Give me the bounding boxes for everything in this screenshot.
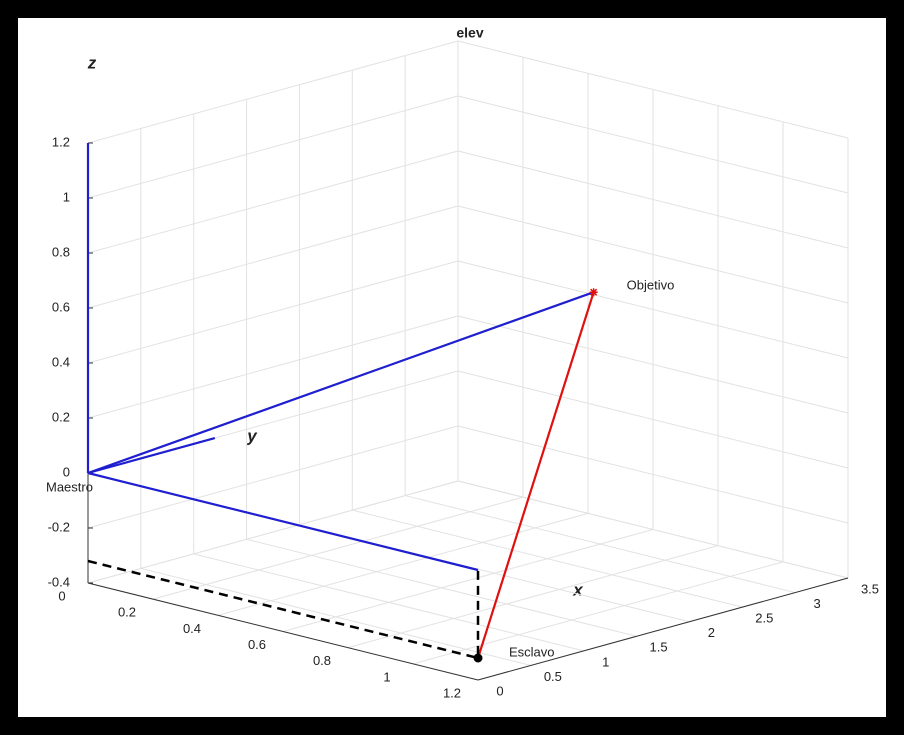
grid-line bbox=[457, 205, 849, 304]
grid-line bbox=[457, 150, 849, 249]
grid-line bbox=[152, 496, 524, 600]
grid-line bbox=[87, 425, 459, 529]
grid-line bbox=[347, 545, 719, 649]
z-tick-label: 0.4 bbox=[52, 354, 70, 369]
x-tick-label: 3 bbox=[814, 596, 821, 611]
point-marker bbox=[473, 653, 483, 663]
series-line bbox=[87, 436, 216, 475]
grid-line bbox=[87, 260, 459, 364]
x-tick-label: 0.5 bbox=[544, 669, 562, 684]
grid-line bbox=[217, 512, 589, 616]
axis-line bbox=[87, 582, 479, 681]
grid-line bbox=[87, 150, 459, 254]
grid-line bbox=[87, 480, 459, 584]
series-line bbox=[87, 471, 479, 572]
grid-line bbox=[457, 370, 849, 469]
y-tick-label: 1 bbox=[383, 669, 390, 684]
series-line bbox=[476, 291, 595, 659]
grid-line bbox=[87, 315, 459, 419]
x-tick-label: 2 bbox=[708, 625, 715, 640]
y-tick-label: 1.2 bbox=[443, 685, 461, 700]
grid-line bbox=[282, 529, 654, 632]
x-tick-label: 2.5 bbox=[755, 611, 773, 626]
grid-line bbox=[87, 40, 459, 144]
grid-line bbox=[457, 95, 849, 194]
y-tick-label: 0.4 bbox=[183, 621, 201, 636]
x-tick-label: 1 bbox=[602, 654, 609, 669]
z-tick-label: 0.8 bbox=[52, 244, 70, 259]
grid-line bbox=[412, 561, 784, 665]
grid-line bbox=[87, 205, 459, 309]
z-tick-label: -0.2 bbox=[48, 519, 70, 534]
x-tick-label: 1.5 bbox=[650, 640, 668, 655]
series-line bbox=[87, 291, 595, 475]
x-tick-label: 3.5 bbox=[861, 581, 879, 596]
y-tick-label: 0.2 bbox=[118, 605, 136, 620]
z-tick-label: -0.4 bbox=[48, 574, 70, 589]
z-tick-label: 0 bbox=[63, 464, 70, 479]
z-tick-label: 0.6 bbox=[52, 299, 70, 314]
grid-line bbox=[457, 480, 849, 579]
grid-line bbox=[457, 40, 849, 139]
axis-line bbox=[477, 577, 849, 681]
y-tick-label: 0.6 bbox=[248, 637, 266, 652]
z-tick-label: 1.2 bbox=[52, 134, 70, 149]
y-tick-label: 0 bbox=[58, 588, 65, 603]
z-tick-label: 0.2 bbox=[52, 409, 70, 424]
chart-title: elev bbox=[456, 25, 483, 41]
z-axis-label: z bbox=[87, 53, 97, 72]
z-tick-label: 1 bbox=[63, 189, 70, 204]
x-tick-label: 0 bbox=[496, 683, 503, 698]
grid-line bbox=[457, 425, 849, 524]
grid-line bbox=[87, 95, 459, 199]
y-axis-label: y bbox=[246, 426, 258, 445]
grid-line bbox=[457, 315, 849, 414]
point-label: Maestro bbox=[46, 479, 93, 494]
grid-line bbox=[457, 260, 849, 359]
point-label: Objetivo bbox=[627, 278, 675, 293]
y-tick-label: 0.8 bbox=[313, 653, 331, 668]
point-marker bbox=[589, 288, 598, 297]
point-label: Esclavo bbox=[509, 644, 555, 659]
